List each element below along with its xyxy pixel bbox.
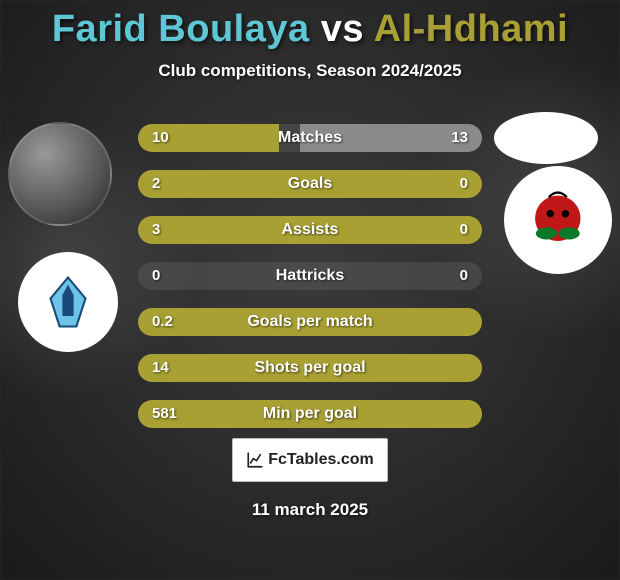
stats-chart: 10Matches132Goals03Assists00Hattricks00.… — [138, 124, 482, 446]
stat-row: 0Hattricks0 — [138, 262, 482, 290]
stat-row: 3Assists0 — [138, 216, 482, 244]
stat-label: Hattricks — [138, 262, 482, 290]
value-right: 0 — [460, 170, 468, 198]
player1-club-badge — [18, 252, 118, 352]
stat-label: Matches — [138, 124, 482, 152]
stat-label: Shots per goal — [138, 354, 482, 382]
player1-avatar — [8, 122, 112, 226]
vs-label: vs — [321, 8, 364, 50]
stat-row: 14Shots per goal — [138, 354, 482, 382]
stat-row: 0.2Goals per match — [138, 308, 482, 336]
stat-label: Assists — [138, 216, 482, 244]
player1-name: Farid Boulaya — [52, 8, 310, 50]
player2-avatar — [494, 112, 598, 164]
comparison-title: Farid Boulaya vs Al-Hdhami — [0, 0, 620, 51]
stat-label: Goals — [138, 170, 482, 198]
stat-row: 2Goals0 — [138, 170, 482, 198]
stat-label: Goals per match — [138, 308, 482, 336]
stat-row: 10Matches13 — [138, 124, 482, 152]
player2-name: Al-Hdhami — [374, 8, 569, 50]
value-right: 0 — [460, 262, 468, 290]
value-right: 0 — [460, 216, 468, 244]
brand-text: FcTables.com — [268, 451, 374, 469]
stat-label: Min per goal — [138, 400, 482, 428]
brand-badge: FcTables.com — [232, 438, 388, 482]
subtitle: Club competitions, Season 2024/2025 — [0, 61, 620, 81]
value-right: 13 — [451, 124, 468, 152]
stat-row: 581Min per goal — [138, 400, 482, 428]
player2-club-badge — [504, 166, 612, 274]
date-label: 11 march 2025 — [0, 500, 620, 520]
